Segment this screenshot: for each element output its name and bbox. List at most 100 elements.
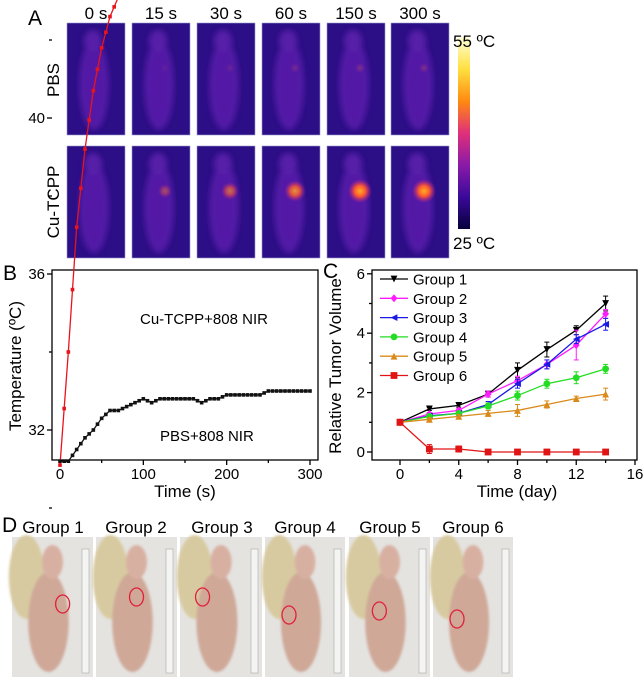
tumor-circle (281, 605, 297, 625)
data-point (229, 393, 233, 397)
thermal-image (261, 22, 321, 136)
y-tick-label: 2 (357, 385, 365, 402)
tumor-circle (128, 587, 145, 607)
mouse-head (344, 153, 362, 175)
data-point (158, 397, 162, 401)
legend-item: Group 1 (380, 272, 467, 289)
panel-c: C 0 4 8 12 16 0 2 4 6 Time (day) Relative Tumor … (323, 260, 643, 501)
data-point (129, 402, 133, 407)
data-point (58, 459, 62, 463)
mouse-body (403, 40, 433, 130)
mouse-head (214, 153, 232, 175)
thermal-image (131, 145, 191, 259)
data-point (79, 186, 83, 190)
data-point (262, 391, 266, 395)
thermal-image (390, 145, 450, 259)
data-point (120, 406, 125, 411)
marker-square (455, 445, 463, 453)
y-tick-label: 36 (28, 266, 45, 283)
data-point (74, 447, 79, 452)
mouse-head (294, 545, 316, 579)
marker-triangle-left (602, 320, 610, 328)
data-point (141, 397, 146, 401)
row-label-cu-tcpp: Cu-TCPP (44, 166, 63, 239)
series-cu-tcpp (58, 0, 118, 467)
x-tick-label: 0 (56, 466, 64, 483)
time-label: 300 s (399, 4, 441, 23)
marker-diamond (390, 294, 398, 303)
data-point (99, 46, 104, 50)
mouse-body (112, 572, 153, 672)
data-point (108, 408, 112, 413)
marker-triangle-left (514, 380, 521, 388)
legend-label: Group 4 (413, 329, 467, 346)
group-label: Group 3 (191, 518, 252, 537)
x-tick-label: 0 (396, 466, 404, 483)
marker-square (514, 448, 521, 456)
data-point (179, 397, 183, 401)
marker-diamond (602, 309, 610, 318)
colorbar (458, 37, 470, 229)
mouse-photo (429, 535, 513, 677)
data-point (62, 406, 66, 411)
data-point (62, 459, 66, 463)
ruler (418, 548, 427, 674)
data-point (220, 395, 225, 399)
x-tick-label: 12 (568, 466, 585, 483)
ruler (250, 548, 259, 674)
marker-circle (602, 365, 610, 373)
marker-circle (543, 380, 551, 388)
mouse-silhouette (79, 153, 109, 253)
data-point (287, 389, 291, 393)
mouse (176, 535, 238, 672)
mouse-head (408, 30, 426, 52)
series-line (60, 390, 310, 462)
marker-square (425, 445, 433, 453)
mouse-body (144, 40, 174, 130)
series-pbs (58, 389, 312, 463)
time-label: 15 s (145, 4, 177, 23)
data-point (183, 397, 187, 401)
panel-b-label: B (3, 262, 17, 285)
mouse-head (41, 545, 64, 579)
hotspot (221, 182, 239, 200)
marker-square (602, 448, 610, 456)
mouse-head (462, 545, 484, 579)
mouse-body (274, 163, 304, 253)
group-label: Group 2 (105, 518, 166, 537)
data-point (91, 428, 96, 432)
thermal-image (131, 22, 191, 136)
data-point (149, 400, 154, 405)
data-point (274, 389, 279, 393)
marker-circle (572, 374, 580, 382)
colorbar-max-label: 55 ºC (453, 32, 495, 51)
series-line (399, 313, 607, 423)
legend-label: Group 3 (413, 310, 467, 327)
panel-a: A 0 s 15 s 30 s 60 s 150 s 300 s PBS Cu-TCPP … (28, 4, 495, 259)
marker-triangle-up (602, 390, 610, 398)
hotspot (411, 178, 437, 204)
row-label-pbs: PBS (44, 63, 63, 97)
data-point (133, 400, 137, 405)
data-point (154, 398, 158, 403)
y-axis-label: Relative Tumor Volume (326, 278, 345, 454)
data-point (204, 398, 208, 403)
legend-label: Group 1 (413, 272, 467, 289)
data-point (99, 416, 104, 421)
data-point (254, 393, 258, 397)
data-point (191, 397, 196, 401)
ruler (81, 548, 90, 674)
marker-triangle-up (425, 415, 433, 423)
data-point (224, 393, 229, 397)
data-point (266, 389, 271, 393)
legend-item: Group 3 (380, 310, 467, 327)
group-label: Group 6 (442, 518, 503, 537)
series-line (399, 421, 606, 453)
hotspot (289, 62, 301, 74)
data-point (66, 350, 71, 354)
tumor-circle (54, 594, 71, 614)
mouse-photo (176, 535, 262, 677)
legend-item: Group 2 (380, 291, 467, 308)
data-point (162, 397, 166, 401)
data-point (83, 436, 87, 440)
